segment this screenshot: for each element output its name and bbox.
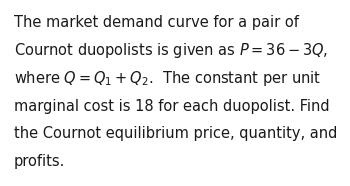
Text: profits.: profits. (14, 154, 65, 169)
Text: marginal cost is 18 for each duopolist. Find: marginal cost is 18 for each duopolist. … (14, 99, 330, 113)
Text: Cournot duopolists is given as $P = 36 - 3Q,$: Cournot duopolists is given as $P = 36 -… (14, 41, 328, 60)
Text: where $Q = Q_1 + Q_2$.  The constant per unit: where $Q = Q_1 + Q_2$. The constant per … (14, 69, 321, 88)
Text: the Cournot equilibrium price, quantity, and: the Cournot equilibrium price, quantity,… (14, 126, 337, 141)
Text: The market demand curve for a pair of: The market demand curve for a pair of (14, 15, 299, 30)
